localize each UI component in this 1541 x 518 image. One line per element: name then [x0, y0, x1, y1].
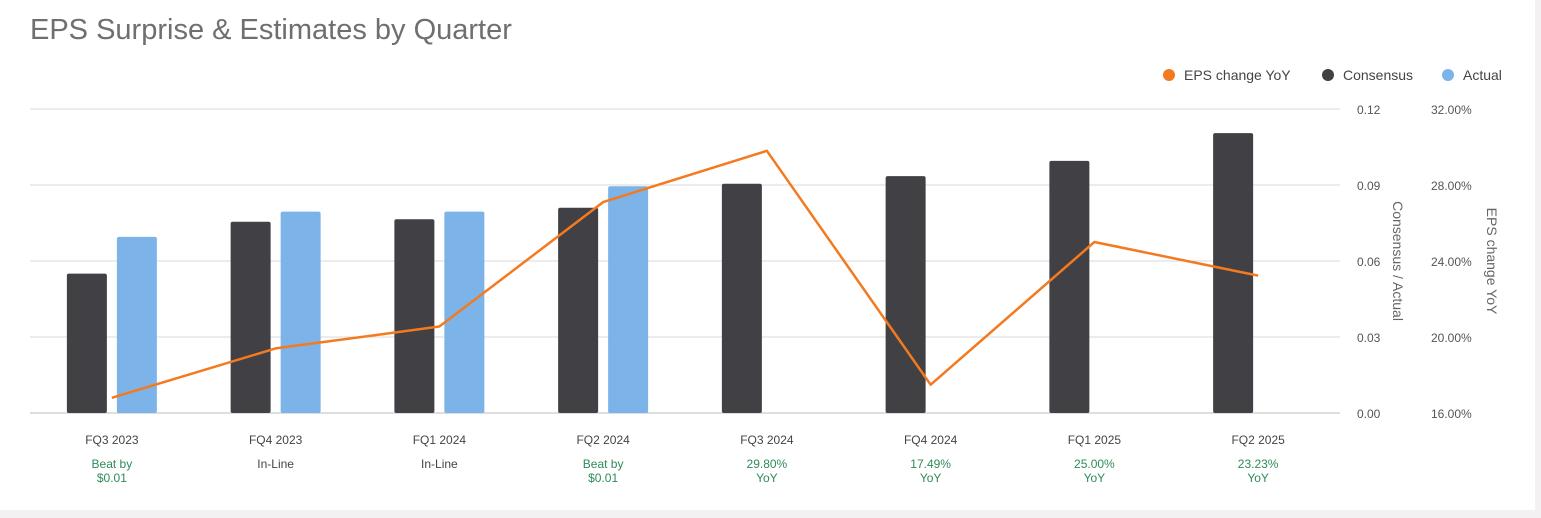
- left-axis-tick-label: 0.12: [1357, 103, 1381, 117]
- left-axis-tick-label: 0.09: [1357, 179, 1381, 193]
- bar-consensus: [885, 176, 926, 413]
- left-axis-tick-label: 0.00: [1357, 407, 1381, 421]
- x-axis-tick-label: FQ2 2025: [1231, 433, 1285, 447]
- surprise-annotation-line1: Beat by: [583, 457, 624, 471]
- legend-label-actual: Actual: [1463, 67, 1502, 83]
- x-axis-tick-label: FQ2 2024: [576, 433, 630, 447]
- bar-actual: [280, 211, 321, 413]
- right-axis-tick-label: 32.00%: [1431, 103, 1472, 117]
- left-axis-tick-label: 0.03: [1357, 331, 1381, 345]
- x-axis-tick-label: FQ1 2024: [413, 433, 467, 447]
- bar-actual: [608, 186, 649, 413]
- left-axis-title: Consensus / Actual: [1390, 201, 1406, 321]
- bar-consensus: [558, 207, 599, 413]
- bar-consensus: [1213, 133, 1254, 414]
- surprise-annotation-line2: YoY: [1247, 471, 1269, 485]
- surprise-annotation-line2: YoY: [756, 471, 778, 485]
- legend-dot-actual: [1442, 69, 1454, 81]
- surprise-annotation-line1: 23.23%: [1238, 457, 1279, 471]
- right-axis-title: EPS change YoY: [1484, 208, 1500, 315]
- legend-item-consensus[interactable]: Consensus: [1322, 67, 1413, 83]
- surprise-annotation-line1: 17.49%: [910, 457, 951, 471]
- surprise-annotation-line2: YoY: [920, 471, 942, 485]
- x-axis-tick-label: FQ1 2025: [1068, 433, 1122, 447]
- right-axis-tick-label: 24.00%: [1431, 255, 1472, 269]
- bar-consensus: [721, 183, 762, 413]
- legend-dot-eps-change: [1163, 69, 1175, 81]
- bar-actual: [444, 211, 485, 413]
- surprise-annotation-line1: Beat by: [92, 457, 133, 471]
- surprise-annotation-line1: 29.80%: [747, 457, 788, 471]
- bar-consensus: [230, 221, 271, 413]
- bar-consensus: [66, 273, 107, 413]
- surprise-annotation-line1: 25.00%: [1074, 457, 1115, 471]
- legend-item-actual[interactable]: Actual: [1442, 67, 1502, 83]
- surprise-annotation-line2: $0.01: [588, 471, 618, 485]
- legend-dot-consensus: [1322, 69, 1334, 81]
- legend-item-eps-change[interactable]: EPS change YoY: [1163, 67, 1291, 83]
- bar-consensus: [394, 219, 435, 413]
- x-axis-tick-label: FQ3 2023: [85, 433, 139, 447]
- x-axis-tick-label: FQ4 2024: [904, 433, 958, 447]
- line-eps-change-yoy: [111, 149, 1259, 399]
- chart-title: EPS Surprise & Estimates by Quarter: [30, 14, 512, 46]
- right-axis-tick-label: 20.00%: [1431, 331, 1472, 345]
- surprise-annotation-line2: $0.01: [97, 471, 127, 485]
- surprise-annotation-line1: In-Line: [257, 457, 294, 471]
- x-axis-tick-label: FQ4 2023: [249, 433, 303, 447]
- right-axis-tick-label: 16.00%: [1431, 407, 1472, 421]
- x-axis-tick-label: FQ3 2024: [740, 433, 794, 447]
- right-axis-tick-label: 28.00%: [1431, 179, 1472, 193]
- legend-label-consensus: Consensus: [1343, 67, 1414, 83]
- bar-consensus: [1049, 160, 1090, 413]
- surprise-annotation-line1: In-Line: [421, 457, 458, 471]
- bar-actual: [116, 236, 157, 413]
- surprise-annotation-line2: YoY: [1084, 471, 1106, 485]
- legend-label-eps-change: EPS change YoY: [1184, 67, 1291, 83]
- left-axis-tick-label: 0.06: [1357, 255, 1381, 269]
